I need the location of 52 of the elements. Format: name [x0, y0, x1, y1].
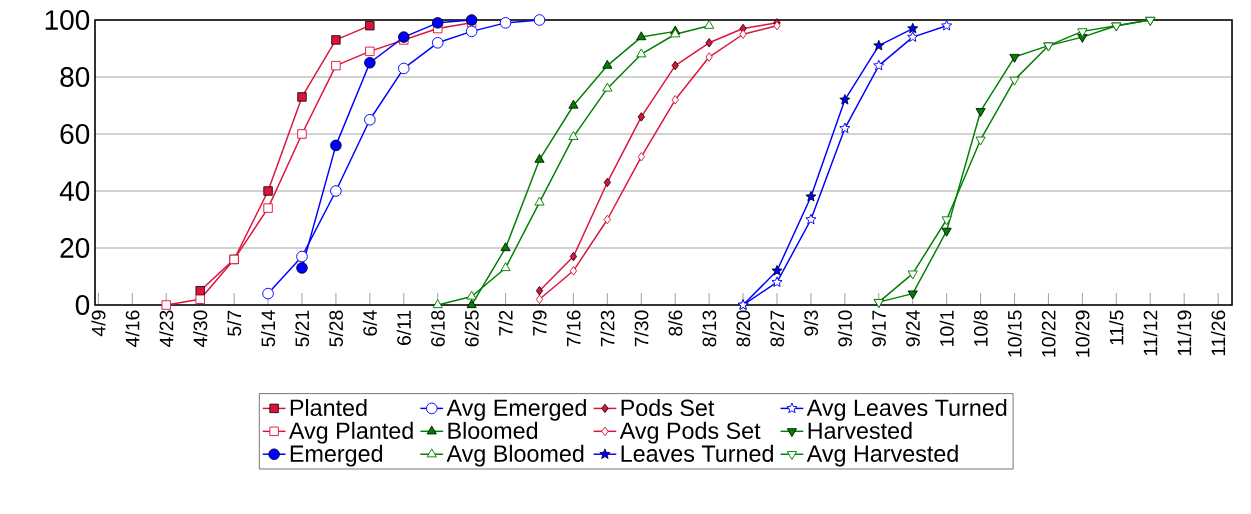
- x-tick-label: 10/29: [1075, 310, 1090, 357]
- y-tick-label: 100: [45, 10, 90, 30]
- x-tick-label: 5/28: [328, 310, 344, 347]
- legend-label: Avg Bloomed: [446, 444, 584, 467]
- y-tick-label: 60: [60, 124, 90, 144]
- x-tick-label: 4/23: [159, 310, 174, 347]
- legend-label: Avg Pods Set: [619, 421, 761, 444]
- legend-label: Avg Emerged: [446, 398, 586, 421]
- x-tick-label: 7/30: [634, 310, 649, 347]
- x-tick-label: 10/8: [973, 310, 988, 346]
- legend-label: Leaves Turned: [621, 444, 773, 462]
- x-tick-label: 6/11: [396, 310, 411, 345]
- x-tick-label: 11/19: [1177, 310, 1192, 356]
- x-tick-label: 8/6: [668, 310, 683, 336]
- x-tick-label: 6/4: [362, 310, 377, 336]
- y-tick-label: 0: [75, 295, 90, 315]
- x-tick-label: 4/30: [193, 310, 208, 347]
- y-tick-label: 80: [60, 67, 90, 87]
- x-tick-label: 8/13: [702, 310, 717, 347]
- x-tick-label: 5/14: [260, 310, 276, 347]
- x-tick-label: 6/18: [430, 310, 445, 347]
- y-tick-label: 40: [59, 181, 90, 201]
- x-tick-label: 11/12: [1143, 310, 1158, 356]
- x-tick-label: 6/25: [464, 310, 479, 347]
- x-tick-label: 7/9: [532, 310, 547, 336]
- legend-label: Planted: [290, 398, 367, 417]
- legend-label: Pods Set: [621, 398, 715, 417]
- x-tick-label: 9/17: [871, 310, 886, 347]
- x-tick-label: 10/15: [1007, 310, 1022, 357]
- x-tick-label: 4/9: [91, 310, 106, 337]
- x-tick-label: 4/16: [125, 310, 140, 347]
- x-tick-label: 11/26: [1211, 310, 1226, 356]
- legend-label: Emerged: [290, 444, 383, 467]
- x-tick-label: 8/20: [735, 310, 751, 347]
- legend-label: Avg Planted: [288, 421, 413, 444]
- x-tick-label: 7/2: [498, 310, 513, 336]
- x-tick-label: 10/1: [939, 310, 954, 346]
- x-tick-label: 9/3: [803, 310, 819, 336]
- legend-label: Harvested: [808, 421, 912, 439]
- legend-label: Bloomed: [448, 421, 538, 439]
- x-tick-label: 5/21: [294, 310, 310, 347]
- x-tick-label: 8/27: [769, 310, 785, 347]
- y-tick-label: 20: [60, 238, 90, 258]
- x-tick-label: 11/5: [1109, 310, 1124, 345]
- legend-label: Avg Harvested: [806, 444, 958, 467]
- x-tick-label: 9/24: [905, 310, 920, 347]
- x-tick-label: 5/7: [227, 310, 242, 336]
- legend-label: Avg Leaves Turned: [806, 398, 1007, 421]
- x-tick-label: 7/23: [600, 310, 615, 347]
- x-tick-label: 10/22: [1041, 310, 1056, 357]
- x-tick-label: 7/16: [566, 310, 581, 347]
- x-tick-label: 9/10: [837, 310, 852, 347]
